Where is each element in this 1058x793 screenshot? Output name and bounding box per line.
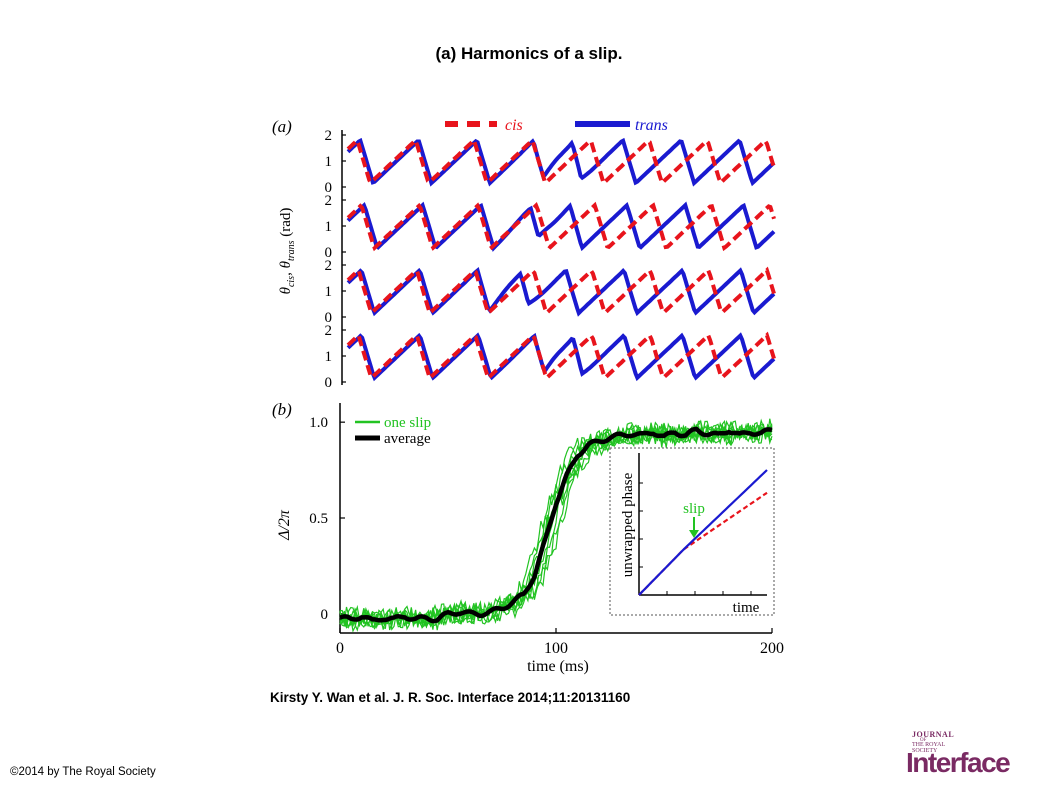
logo-of-text: OF — [920, 738, 927, 743]
panel-a-row-1: 0 1 2 — [325, 128, 776, 196]
panel-a-ytick-label: 0 — [325, 245, 333, 261]
inset-cis-line — [638, 491, 768, 596]
panel-b-inset: unwrapped phase time slip — [609, 447, 775, 616]
inset-slip-arrow — [689, 517, 699, 538]
panel-a-ytick-label: 0 — [325, 310, 333, 326]
cis-line — [346, 201, 776, 252]
panel-b-xtick-label: 100 — [544, 640, 568, 657]
panel-b-xtick-label: 200 — [760, 640, 784, 657]
panel-a-ytick-label: 2 — [325, 193, 333, 209]
panel-b-axes: 0 0.5 1.0 0 100 200 — [309, 403, 784, 657]
cis-line — [346, 136, 776, 187]
panel-a-ytick-label: 2 — [325, 323, 333, 339]
cis-line — [346, 331, 776, 382]
panel-a-row-4: 0 1 2 — [325, 323, 776, 391]
journal-logo: JOURNAL OF THE ROYAL SOCIETY Interface — [902, 730, 1017, 780]
panel-a-row-3: 0 1 2 — [325, 258, 776, 326]
citation: Kirsty Y. Wan et al. J. R. Soc. Interfac… — [270, 690, 631, 705]
trans-line — [346, 137, 776, 187]
panel-b-ytick-label: 1.0 — [309, 415, 328, 431]
inset-trans-line — [638, 469, 768, 596]
inset-xlabel: time — [733, 600, 760, 616]
panel-b: (b) 0 0.5 1.0 0 100 200 one slip average Δ/2π… — [272, 400, 784, 675]
panel-b-label: (b) — [272, 400, 292, 419]
legend-trans-label: trans — [635, 117, 668, 134]
cis-line — [346, 266, 776, 317]
trans-line — [346, 332, 776, 382]
average-line — [339, 426, 773, 624]
legend-cis-label: cis — [505, 117, 523, 134]
panel-b-ytick-label: 0.5 — [309, 511, 328, 527]
panel-a-label: (a) — [272, 117, 292, 136]
panel-a-ytick-label: 1 — [325, 219, 333, 235]
panel-a-ytick-label: 0 — [325, 375, 333, 391]
panel-a-row-2: 0 1 2 — [325, 193, 776, 261]
panel-a-ytick-label: 1 — [325, 349, 333, 365]
panel-a-legend: cis trans — [445, 117, 668, 134]
inset-ticks — [639, 482, 752, 595]
inset-curves — [638, 469, 768, 596]
panel-a-ytick-label: 1 — [325, 154, 333, 170]
panel-b-ylabel: Δ/2π — [276, 509, 293, 541]
panel-a-ytick-label: 1 — [325, 284, 333, 300]
trans-line — [346, 266, 776, 317]
figure-svg: (a) cis trans θcis, θtrans (rad) 0120120… — [272, 117, 784, 675]
panel-a-ytick-label: 2 — [325, 258, 333, 274]
copyright: ©2014 by The Royal Society — [10, 766, 156, 778]
panel-a-ytick-label: 0 — [325, 180, 333, 196]
panel-b-legend: one slip average — [355, 415, 431, 447]
panel-a-ylabel: θcis, θtrans (rad) — [278, 208, 297, 295]
inset-ylabel: unwrapped phase — [620, 472, 636, 577]
logo-interface-text: Interface — [906, 747, 1011, 778]
legend-one-slip-label: one slip — [384, 415, 431, 431]
inset-slip-annotation: slip — [683, 501, 705, 517]
panel-b-ytick-label: 0 — [321, 607, 329, 623]
panel-a: (a) cis trans θcis, θtrans (rad) 0120120… — [272, 117, 776, 391]
logo-society-text: THE ROYAL SOCIETY — [912, 742, 946, 754]
panel-b-xtick-label: 0 — [336, 640, 344, 657]
panel-b-lines — [339, 418, 773, 633]
slide-title: (a) Harmonics of a slip. — [435, 44, 623, 63]
logo-journal-text: JOURNAL — [912, 730, 955, 739]
panel-b-xlabel: time (ms) — [527, 658, 589, 675]
panel-a-ytick-label: 2 — [325, 128, 333, 144]
legend-average-label: average — [384, 431, 431, 447]
